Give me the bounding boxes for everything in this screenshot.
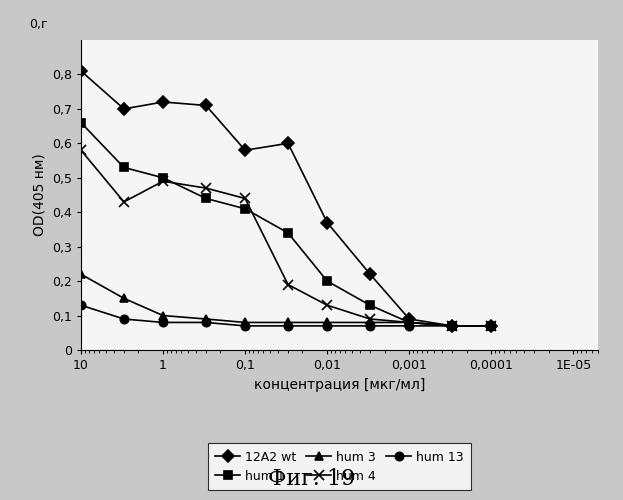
hum 1: [323, 278, 331, 284]
12A2 wt: [406, 316, 413, 322]
Line: hum 1: hum 1: [77, 118, 495, 330]
hum 1: [284, 230, 292, 236]
hum 3: [323, 320, 331, 326]
hum 13: [241, 323, 249, 329]
hum 3: [241, 320, 249, 326]
hum 1: [366, 302, 374, 308]
hum 4: [77, 147, 85, 153]
hum 13: [120, 316, 128, 322]
hum 4: [449, 323, 456, 329]
hum 3: [120, 296, 128, 302]
hum 3: [366, 320, 374, 326]
Text: Фиг. 19: Фиг. 19: [268, 468, 355, 490]
hum 1: [406, 320, 413, 326]
hum 3: [77, 271, 85, 277]
Text: 0,г: 0,г: [29, 18, 48, 30]
X-axis label: концентрация [мкг/мл]: концентрация [мкг/мл]: [254, 378, 426, 392]
hum 13: [323, 323, 331, 329]
hum 4: [159, 178, 167, 184]
12A2 wt: [366, 271, 374, 277]
hum 4: [406, 320, 413, 326]
hum 4: [284, 282, 292, 288]
Line: hum 4: hum 4: [76, 146, 496, 331]
hum 1: [77, 120, 85, 126]
hum 1: [202, 196, 210, 202]
hum 4: [202, 185, 210, 191]
hum 13: [406, 323, 413, 329]
12A2 wt: [449, 323, 456, 329]
12A2 wt: [323, 220, 331, 226]
Line: hum 3: hum 3: [77, 270, 495, 330]
12A2 wt: [488, 323, 495, 329]
12A2 wt: [120, 106, 128, 112]
12A2 wt: [241, 147, 249, 153]
hum 3: [202, 316, 210, 322]
hum 1: [449, 323, 456, 329]
hum 3: [488, 323, 495, 329]
hum 1: [241, 206, 249, 212]
hum 13: [159, 320, 167, 326]
Y-axis label: OD(405 нм): OD(405 нм): [32, 154, 46, 236]
12A2 wt: [77, 68, 85, 74]
hum 4: [120, 199, 128, 205]
Legend: 12A2 wt, hum 1, hum 3, hum 4, hum 13: 12A2 wt, hum 1, hum 3, hum 4, hum 13: [207, 443, 472, 490]
hum 13: [366, 323, 374, 329]
hum 3: [159, 312, 167, 318]
hum 1: [120, 164, 128, 170]
hum 13: [77, 302, 85, 308]
12A2 wt: [202, 102, 210, 108]
hum 13: [488, 323, 495, 329]
hum 4: [488, 323, 495, 329]
hum 1: [159, 175, 167, 181]
hum 3: [406, 320, 413, 326]
hum 3: [449, 323, 456, 329]
Line: 12A2 wt: 12A2 wt: [77, 67, 495, 330]
hum 3: [284, 320, 292, 326]
hum 4: [323, 302, 331, 308]
hum 13: [202, 320, 210, 326]
hum 13: [449, 323, 456, 329]
hum 1: [488, 323, 495, 329]
hum 4: [241, 196, 249, 202]
hum 4: [366, 316, 374, 322]
12A2 wt: [284, 140, 292, 146]
12A2 wt: [159, 99, 167, 105]
Line: hum 13: hum 13: [77, 301, 495, 330]
hum 13: [284, 323, 292, 329]
